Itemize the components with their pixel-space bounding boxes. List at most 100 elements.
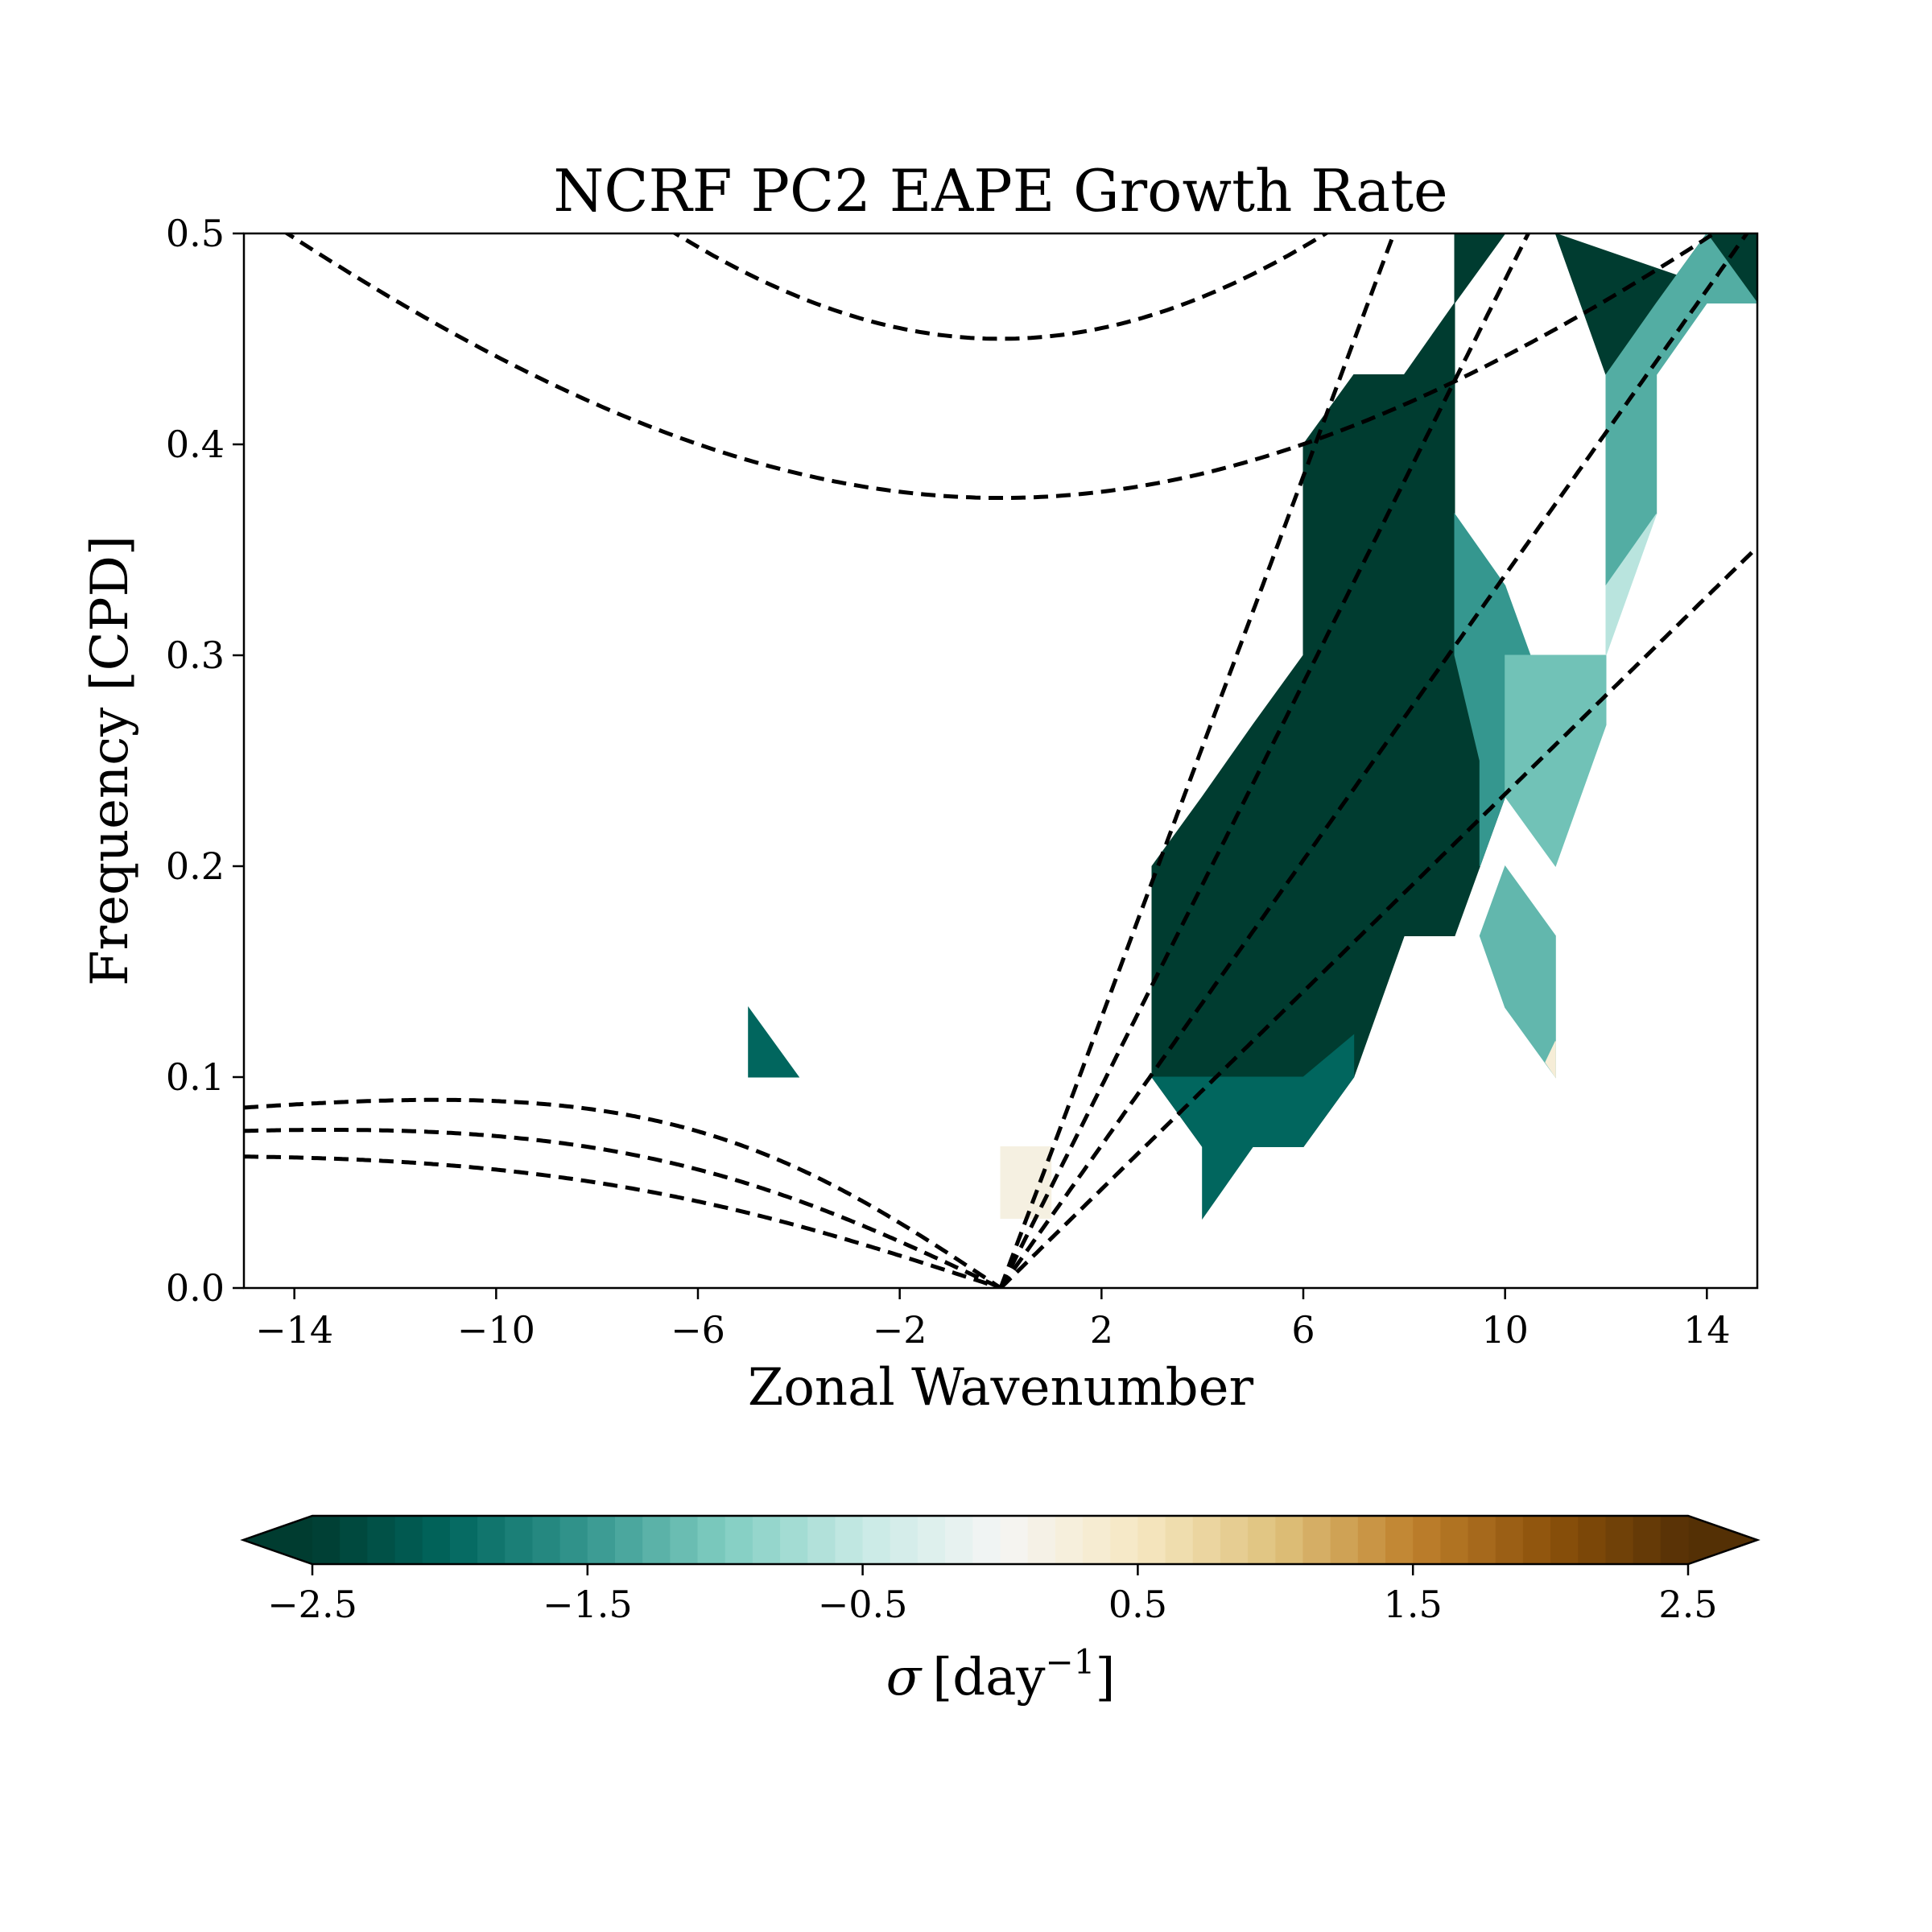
dispersion-curve-0	[999, 545, 1757, 1288]
heatmap-region-1	[1151, 1034, 1355, 1220]
dispersion-curve-1	[998, 233, 1750, 1288]
colorbar-label-units: [day	[932, 1648, 1045, 1707]
colorbar-swatch	[1055, 1516, 1084, 1564]
colorbar-swatch	[807, 1516, 836, 1564]
colorbar-swatch	[1578, 1516, 1607, 1564]
colorbar-swatch	[367, 1516, 396, 1564]
colorbar-tick-label: −1.5	[543, 1583, 633, 1626]
colorbar-swatch	[780, 1516, 809, 1564]
colorbar-swatch	[614, 1516, 643, 1564]
colorbar-swatch	[1137, 1516, 1166, 1564]
colorbar-swatch	[1468, 1516, 1496, 1564]
heatmap-region-2	[1454, 512, 1531, 867]
colorbar-swatch	[642, 1516, 671, 1564]
colorbar-label-exponent: −1	[1046, 1642, 1096, 1682]
colorbar-swatch	[532, 1516, 561, 1564]
x-tick-label: 2	[1090, 1308, 1113, 1352]
colorbar-swatch	[917, 1516, 946, 1564]
colorbar-swatch	[505, 1516, 534, 1564]
colorbar-tick-label: −0.5	[818, 1583, 908, 1626]
colorbar-tick-label: 0.5	[1108, 1583, 1167, 1626]
colorbar-swatch	[835, 1516, 864, 1564]
colorbar-label-symbol: σ	[886, 1648, 923, 1707]
colorbar-swatch	[1027, 1516, 1056, 1564]
colorbar-swatch	[559, 1516, 588, 1564]
chart-title: NCRF PC2 EAPE Growth Rate	[553, 157, 1447, 225]
colorbar-swatch	[1385, 1516, 1414, 1564]
y-axis-ticks: 0.0 0.1 0.2 0.3 0.4 0.5	[166, 212, 244, 1310]
colorbar-swatch	[1413, 1516, 1442, 1564]
x-tick-label: 14	[1683, 1308, 1731, 1352]
colorbar-swatch	[1192, 1516, 1221, 1564]
colorbar-swatch	[1660, 1516, 1689, 1564]
y-tick-label: 0.1	[166, 1055, 225, 1099]
colorbar: −2.5 −1.5 −0.5 0.5 1.5 2.5	[240, 1514, 1761, 1626]
colorbar-swatch	[1110, 1516, 1139, 1564]
colorbar-swatch	[697, 1516, 726, 1564]
colorbar-tick-label: 1.5	[1384, 1583, 1443, 1626]
colorbar-swatch	[449, 1516, 478, 1564]
x-tick-label: −14	[255, 1308, 333, 1352]
colorbar-swatch	[1302, 1516, 1331, 1564]
heatmap-region-0	[1151, 301, 1506, 1147]
dispersion-curve-2	[998, 233, 1531, 1288]
x-tick-label: −10	[457, 1308, 535, 1352]
x-axis-label: Zonal Wavenumber	[748, 1358, 1254, 1418]
heatmap-region-4	[1505, 654, 1607, 868]
colorbar-swatch	[752, 1516, 781, 1564]
colorbar-swatch	[394, 1516, 423, 1564]
heatmap-region-9	[748, 1005, 800, 1078]
y-axis-label: Frequency [CPD]	[80, 535, 140, 986]
colorbar-swatch	[1357, 1516, 1386, 1564]
y-tick-label: 0.2	[166, 844, 225, 888]
colorbar-tick-label: 2.5	[1658, 1583, 1717, 1626]
x-axis-ticks: −14 −10 −6 −2 2 6 10 14	[255, 1288, 1731, 1352]
colorbar-swatch	[890, 1516, 919, 1564]
x-tick-label: −6	[671, 1308, 725, 1352]
dispersion-curve-6	[244, 1097, 1002, 1288]
plot-area: −14 −10 −6 −2 2 6 10 14 0.0 0.1 0.2 0.3 0.4 0.5	[166, 212, 1759, 1352]
colorbar-label-close: ]	[1095, 1648, 1115, 1707]
plot-frame	[242, 232, 1759, 1290]
y-tick-label: 0.4	[166, 423, 225, 466]
colorbar-swatch	[1605, 1516, 1634, 1564]
colorbar-tick-label: −2.5	[267, 1583, 357, 1626]
colorbar-swatch	[1083, 1516, 1112, 1564]
x-tick-label: −2	[873, 1308, 927, 1352]
colorbar-swatch	[1248, 1516, 1277, 1564]
heatmap-region-5	[1454, 233, 1506, 305]
x-tick-label: 10	[1481, 1308, 1529, 1352]
dispersion-curve-5	[244, 1128, 1002, 1288]
colorbar-swatch	[1220, 1516, 1249, 1564]
colorbar-swatch	[1275, 1516, 1304, 1564]
dispersion-curve-4	[244, 1154, 1001, 1288]
y-tick-label: 0.3	[166, 634, 225, 677]
dispersion-curve-7	[283, 233, 1718, 500]
colorbar-swatch	[670, 1516, 699, 1564]
colorbar-swatch	[1330, 1516, 1359, 1564]
colorbar-swatch	[340, 1516, 369, 1564]
colorbar-swatch	[1000, 1516, 1029, 1564]
heatmap-region-3	[1479, 865, 1556, 1079]
colorbar-swatch	[1165, 1516, 1194, 1564]
colorbar-label: σ [day−1]	[886, 1642, 1116, 1707]
colorbar-swatch	[1495, 1516, 1524, 1564]
colorbar-swatch	[312, 1516, 341, 1564]
colorbar-swatch	[972, 1516, 1001, 1564]
colorbar-swatch	[724, 1516, 753, 1564]
y-tick-label: 0.5	[166, 212, 225, 255]
colorbar-swatch	[945, 1516, 974, 1564]
dispersion-curves	[244, 233, 1757, 1288]
colorbar-swatch	[862, 1516, 891, 1564]
colorbar-swatch	[1550, 1516, 1579, 1564]
colorbar-swatch	[1440, 1516, 1469, 1564]
x-tick-label: 6	[1291, 1308, 1315, 1352]
heatmap-region-10	[1000, 1146, 1052, 1219]
colorbar-swatch	[1522, 1516, 1551, 1564]
dispersion-curve-3	[998, 233, 1397, 1288]
colorbar-swatch	[587, 1516, 616, 1564]
heatmap-region-8	[1605, 514, 1657, 656]
heatmap-regions	[748, 233, 1757, 1220]
colorbar-swatch	[477, 1516, 506, 1564]
colorbar-swatch	[1633, 1516, 1662, 1564]
